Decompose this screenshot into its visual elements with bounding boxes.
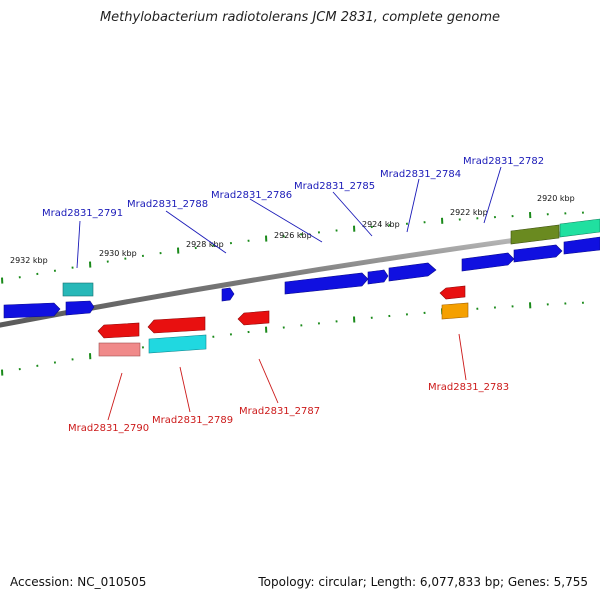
gene-feature[interactable] <box>388 262 437 282</box>
gene-feature[interactable] <box>510 224 560 245</box>
gene-feature[interactable] <box>3 302 61 319</box>
scale-label: 2922 kbp <box>450 208 488 217</box>
gene-feature[interactable] <box>513 244 563 263</box>
gene-labels-top: Mrad2831_2791 Mrad2831_2788 Mrad2831_278… <box>42 156 544 219</box>
gene-feature[interactable] <box>65 300 95 316</box>
gene-feature[interactable] <box>97 322 140 339</box>
accession-text: Accession: NC_010505 <box>10 575 147 589</box>
gene-feature[interactable] <box>221 287 235 302</box>
map-title: Methylobacterium radiotolerans JCM 2831,… <box>99 10 501 25</box>
gene-label[interactable]: Mrad2831_2789 <box>152 415 233 426</box>
gene-feature[interactable] <box>237 310 270 326</box>
gene-label[interactable]: Mrad2831_2783 <box>428 382 509 393</box>
gene-feature[interactable] <box>284 272 369 295</box>
gene-feature[interactable] <box>148 334 207 354</box>
gene-label[interactable]: Mrad2831_2791 <box>42 208 123 219</box>
gene-feature[interactable] <box>559 218 600 238</box>
topology-text: Topology: circular; Length: 6,077,833 bp… <box>258 575 588 589</box>
scale-label: 2930 kbp <box>99 249 137 258</box>
gene-feature[interactable] <box>62 282 94 297</box>
reverse-strand-genes <box>97 285 469 357</box>
gene-label[interactable]: Mrad2831_2788 <box>127 199 208 210</box>
scale-label: 2932 kbp <box>10 256 48 265</box>
gene-label[interactable]: Mrad2831_2782 <box>463 156 544 167</box>
gene-feature[interactable] <box>98 342 141 357</box>
forward-strand-genes <box>3 218 600 319</box>
gene-feature[interactable] <box>439 285 466 300</box>
gene-feature[interactable] <box>147 316 206 334</box>
gene-label[interactable]: Mrad2831_2790 <box>68 423 149 434</box>
gene-label[interactable]: Mrad2831_2786 <box>211 190 292 201</box>
gene-feature[interactable] <box>563 236 600 255</box>
scale-label: 2926 kbp <box>274 231 312 240</box>
gene-labels-bottom: Mrad2831_2790 Mrad2831_2789 Mrad2831_278… <box>68 382 509 434</box>
scale-ticks-top <box>1 211 584 284</box>
scale-label: 2920 kbp <box>537 194 575 203</box>
gene-feature[interactable] <box>441 302 469 320</box>
scale-label: 2924 kbp <box>362 220 400 229</box>
gene-label[interactable]: Mrad2831_2784 <box>380 169 461 180</box>
gene-feature[interactable] <box>367 269 389 285</box>
scale-label: 2928 kbp <box>186 240 224 249</box>
scale-labels: 2932 kbp 2930 kbp 2928 kbp 2926 kbp 2924… <box>10 194 575 265</box>
gene-label[interactable]: Mrad2831_2787 <box>239 406 320 417</box>
label-leader-lines <box>76 166 502 421</box>
gene-label[interactable]: Mrad2831_2785 <box>294 181 375 192</box>
gene-feature[interactable] <box>461 252 515 272</box>
